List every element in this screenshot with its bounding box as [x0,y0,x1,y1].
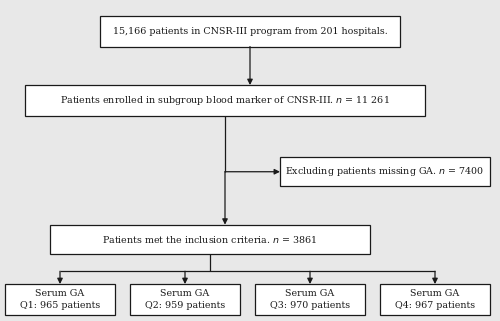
Text: Serum GA
Q2: 959 patients: Serum GA Q2: 959 patients [145,289,225,310]
FancyBboxPatch shape [25,85,425,116]
Text: Serum GA
Q3: 970 patients: Serum GA Q3: 970 patients [270,289,350,310]
Text: Patients met the inclusion criteria. $\it{n}$ = 3861: Patients met the inclusion criteria. $\i… [102,234,318,245]
FancyBboxPatch shape [280,157,490,186]
FancyBboxPatch shape [130,284,240,315]
Text: Patients enrolled in subgroup blood marker of CNSR-III. $\it{n}$ = 11 261: Patients enrolled in subgroup blood mark… [60,94,390,107]
Text: 15,166 patients in CNSR-III program from 201 hospitals.: 15,166 patients in CNSR-III program from… [112,27,388,36]
Text: Serum GA
Q1: 965 patients: Serum GA Q1: 965 patients [20,289,100,310]
Text: Serum GA
Q4: 967 patients: Serum GA Q4: 967 patients [395,289,475,310]
Text: Excluding patients missing GA. $\it{n}$ = 7400: Excluding patients missing GA. $\it{n}$ … [286,165,484,178]
FancyBboxPatch shape [100,16,400,47]
FancyBboxPatch shape [255,284,365,315]
FancyBboxPatch shape [5,284,115,315]
FancyBboxPatch shape [380,284,490,315]
FancyBboxPatch shape [50,225,370,254]
